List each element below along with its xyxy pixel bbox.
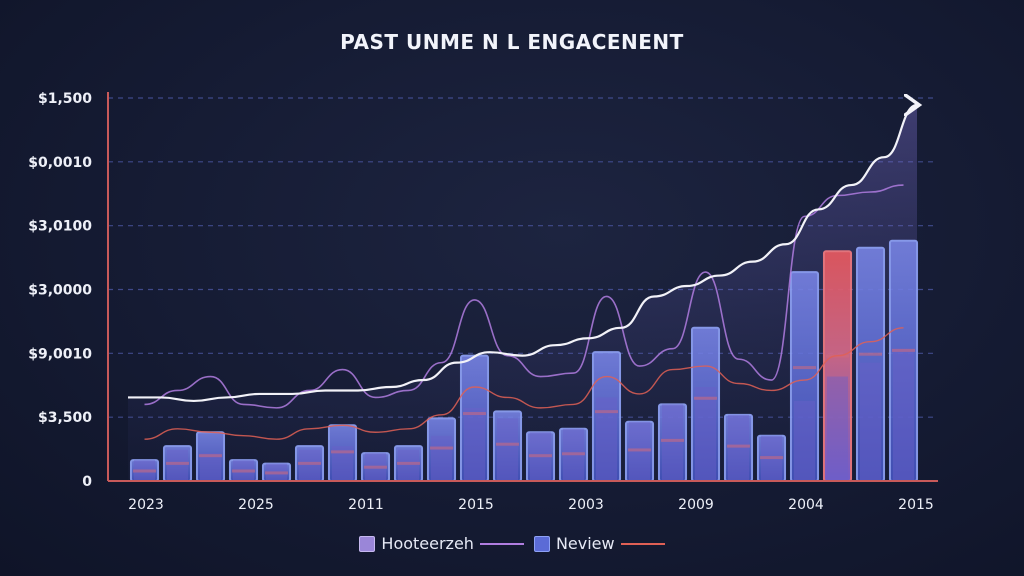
bars [129, 239, 919, 483]
series-line-purple [144, 184, 904, 409]
bar-accent [693, 396, 718, 400]
y-tick-label: $3,0100 [28, 219, 92, 235]
series-line-red [144, 327, 904, 440]
bar-inner [397, 449, 420, 481]
bar-inner [166, 449, 189, 481]
bar-accent [363, 465, 388, 469]
bar-accent [759, 456, 784, 460]
chart-title: PAST UNME N L ENGACENENT [340, 30, 684, 54]
legend-label-2: Neview [555, 534, 615, 553]
bar-inner [727, 414, 750, 481]
x-tick-label: 2015 [458, 497, 494, 513]
bar-accent [627, 448, 652, 452]
bar-accent [132, 469, 157, 473]
bar-accent [330, 450, 355, 454]
bar-inner [298, 449, 321, 481]
axes [107, 92, 938, 482]
legend-item-1: Hooteerzeh [359, 534, 524, 553]
bar-accent [264, 471, 289, 475]
x-tick-label: 2015 [898, 497, 934, 513]
bar-accent [792, 366, 817, 370]
x-tick-label: 2004 [788, 497, 824, 513]
bar-accent [297, 461, 322, 465]
y-tick-label: $0,0010 [28, 155, 92, 171]
bar-accent [231, 469, 256, 473]
bar-accent [495, 442, 520, 446]
bar-inner [859, 362, 882, 481]
bar-inner [430, 435, 453, 481]
legend-line-1 [479, 542, 524, 545]
bar-accent [594, 410, 619, 414]
legend-item-2: Neview [533, 534, 665, 553]
y-tick-label: 0 [82, 474, 92, 490]
legend-line-2 [620, 542, 665, 545]
bar-inner [694, 386, 717, 481]
bar-accent [429, 446, 454, 450]
x-tick-label: 2023 [128, 497, 164, 513]
y-tick-label: $3,500 [38, 410, 92, 426]
bar-inner [331, 446, 354, 481]
bar-inner [661, 404, 684, 481]
x-tick-label: 2025 [238, 497, 274, 513]
x-tick-label: 2003 [568, 497, 604, 513]
bar-accent [528, 454, 553, 458]
y-tick-label: $9,0010 [28, 346, 92, 362]
bar-accent [891, 348, 916, 352]
x-tick-label: 2009 [678, 497, 714, 513]
bar-inner [826, 376, 849, 481]
bar-inner [595, 397, 618, 481]
y-tick-label: $1,500 [38, 91, 92, 107]
x-axis-labels: 2023 2025 2011 2015 2003 2009 2004 2015 [128, 497, 934, 513]
y-tick-label: $3,0000 [28, 283, 92, 299]
series-lines [128, 105, 917, 440]
bar-accent [561, 452, 586, 456]
bar-accent [726, 444, 751, 448]
bar-inner [199, 453, 222, 481]
bar-inner [463, 407, 486, 481]
bar-accent [165, 461, 190, 465]
y-axis-labels: 0 $3,500 $9,0010 $3,0000 $3,0100 $0,0010 $1,50… [28, 91, 92, 490]
bar-accent [198, 454, 223, 458]
legend-swatch-2 [533, 535, 550, 552]
bar-accent [660, 438, 685, 442]
bar-accent [396, 461, 421, 465]
x-tick-label: 2011 [348, 497, 384, 513]
bar-accent [858, 352, 883, 356]
legend-label-1: Hooteerzeh [381, 534, 474, 553]
bar-inner [892, 348, 915, 481]
trend-line [128, 105, 917, 403]
bar-inner [793, 400, 816, 481]
legend-swatch-1 [359, 535, 376, 552]
bar-inner [496, 418, 519, 481]
bar-accent [462, 412, 487, 416]
legend: Hooteerzeh Neview [0, 534, 1024, 553]
